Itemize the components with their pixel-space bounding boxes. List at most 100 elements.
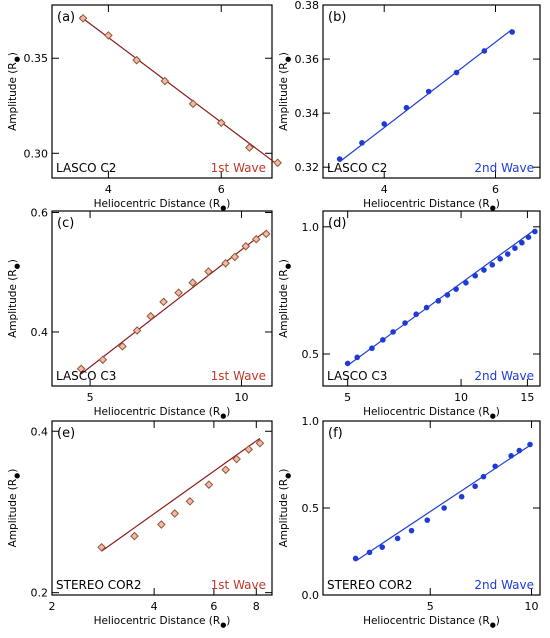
data-point — [489, 262, 496, 268]
sun-symbol: ● — [284, 56, 292, 62]
data-point — [481, 48, 488, 54]
data-point — [132, 326, 142, 335]
data-point — [402, 320, 408, 326]
data-point — [132, 55, 141, 65]
fit-line — [80, 230, 267, 375]
y-tick-label: 0.6 — [31, 206, 49, 219]
data-point — [472, 272, 478, 279]
plot-frame — [322, 4, 541, 179]
x-tick-label: 10 — [234, 391, 248, 404]
x-axis-label: Heliocentric Distance (R●) — [363, 406, 500, 420]
data-point — [188, 278, 198, 287]
y-axis-label-close: ) — [278, 469, 290, 473]
data-point — [380, 337, 386, 343]
data-point — [344, 360, 351, 367]
panel-label: (d) — [328, 216, 346, 231]
sun-symbol: ● — [220, 621, 226, 629]
wave-label: 1st Wave — [211, 369, 266, 383]
x-axis-label-text: Heliocentric Distance (R — [94, 406, 221, 418]
instrument-label: LASCO C3 — [327, 369, 387, 383]
panel-label: (e) — [57, 426, 75, 441]
instrument-label: STEREO COR2 — [56, 578, 142, 592]
data-point — [453, 69, 460, 76]
data-point — [336, 156, 343, 162]
data-point — [481, 267, 487, 273]
data-point — [463, 280, 469, 286]
x-tick-label: 10 — [454, 391, 468, 404]
y-tick-label: 0.2 — [31, 587, 49, 600]
data-point — [230, 252, 240, 262]
panel-label: (f) — [328, 426, 343, 441]
y-axis-label-close: ) — [7, 52, 19, 56]
y-axis-label-text: Amplitude (R — [278, 62, 290, 131]
y-tick-label: 0.36 — [295, 53, 320, 66]
data-point — [232, 454, 241, 464]
y-tick-label: 0.4 — [31, 425, 49, 438]
data-point — [170, 509, 180, 518]
x-tick-label: 2 — [49, 600, 56, 613]
data-point — [497, 256, 503, 262]
data-point — [444, 292, 451, 298]
sun-symbol: ● — [13, 473, 21, 479]
plot-frame — [51, 4, 273, 179]
x-tick-label: 10 — [524, 600, 538, 613]
y-axis-label-text: Amplitude (R — [278, 269, 290, 338]
sun-symbol: ● — [490, 204, 496, 212]
data-point — [188, 99, 198, 109]
sun-symbol: ● — [13, 56, 21, 62]
y-axis-label-text: Amplitude (R — [7, 62, 19, 131]
data-point — [480, 473, 487, 480]
x-axis-label: Heliocentric Distance (R●) — [94, 406, 231, 420]
y-axis-label: Amplitude (R●) — [7, 52, 21, 131]
y-tick-label: 0.4 — [31, 326, 49, 339]
data-point — [424, 517, 431, 523]
data-point — [516, 447, 523, 454]
data-point — [519, 239, 525, 246]
panel-label: (c) — [57, 216, 74, 231]
data-point — [104, 31, 113, 40]
y-axis-label-close: ) — [7, 469, 19, 473]
data-point — [525, 234, 532, 240]
data-point — [98, 355, 108, 365]
x-tick-label: 5 — [87, 391, 94, 404]
data-point — [509, 29, 515, 35]
data-point — [394, 535, 401, 542]
data-point — [472, 483, 478, 490]
fit-line — [355, 444, 531, 562]
y-axis-label-text: Amplitude (R — [7, 269, 19, 338]
y-tick-label: 0.32 — [295, 161, 320, 174]
data-point — [508, 453, 514, 459]
x-tick-label: 4 — [105, 183, 112, 196]
data-point — [251, 234, 261, 244]
x-axis-label-close: ) — [496, 198, 500, 210]
x-axis-label-close: ) — [226, 615, 230, 627]
fit-line — [347, 229, 536, 366]
data-point — [245, 143, 254, 152]
data-point — [512, 245, 518, 251]
data-point — [204, 480, 214, 489]
x-axis-label-text: Heliocentric Distance (R — [363, 615, 490, 627]
sun-symbol: ● — [490, 621, 496, 629]
x-axis-label-text: Heliocentric Distance (R — [94, 615, 221, 627]
x-axis-label-close: ) — [496, 615, 500, 627]
data-point — [160, 76, 170, 86]
sun-symbol: ● — [490, 412, 496, 420]
x-axis-label: Heliocentric Distance (R●) — [363, 198, 500, 212]
y-axis-label: Amplitude (R●) — [278, 52, 292, 131]
y-axis-label-close: ) — [7, 259, 19, 263]
sun-symbol: ● — [284, 263, 292, 269]
data-point — [174, 288, 183, 298]
data-point — [146, 311, 156, 321]
data-point — [157, 520, 166, 529]
data-point — [359, 140, 365, 146]
data-point — [492, 463, 498, 470]
data-point — [441, 505, 447, 511]
data-point — [261, 229, 271, 239]
panel-label: (b) — [328, 10, 346, 25]
y-axis-label: Amplitude (R●) — [7, 259, 21, 338]
panel-label: (a) — [57, 10, 75, 25]
data-point — [97, 543, 106, 552]
